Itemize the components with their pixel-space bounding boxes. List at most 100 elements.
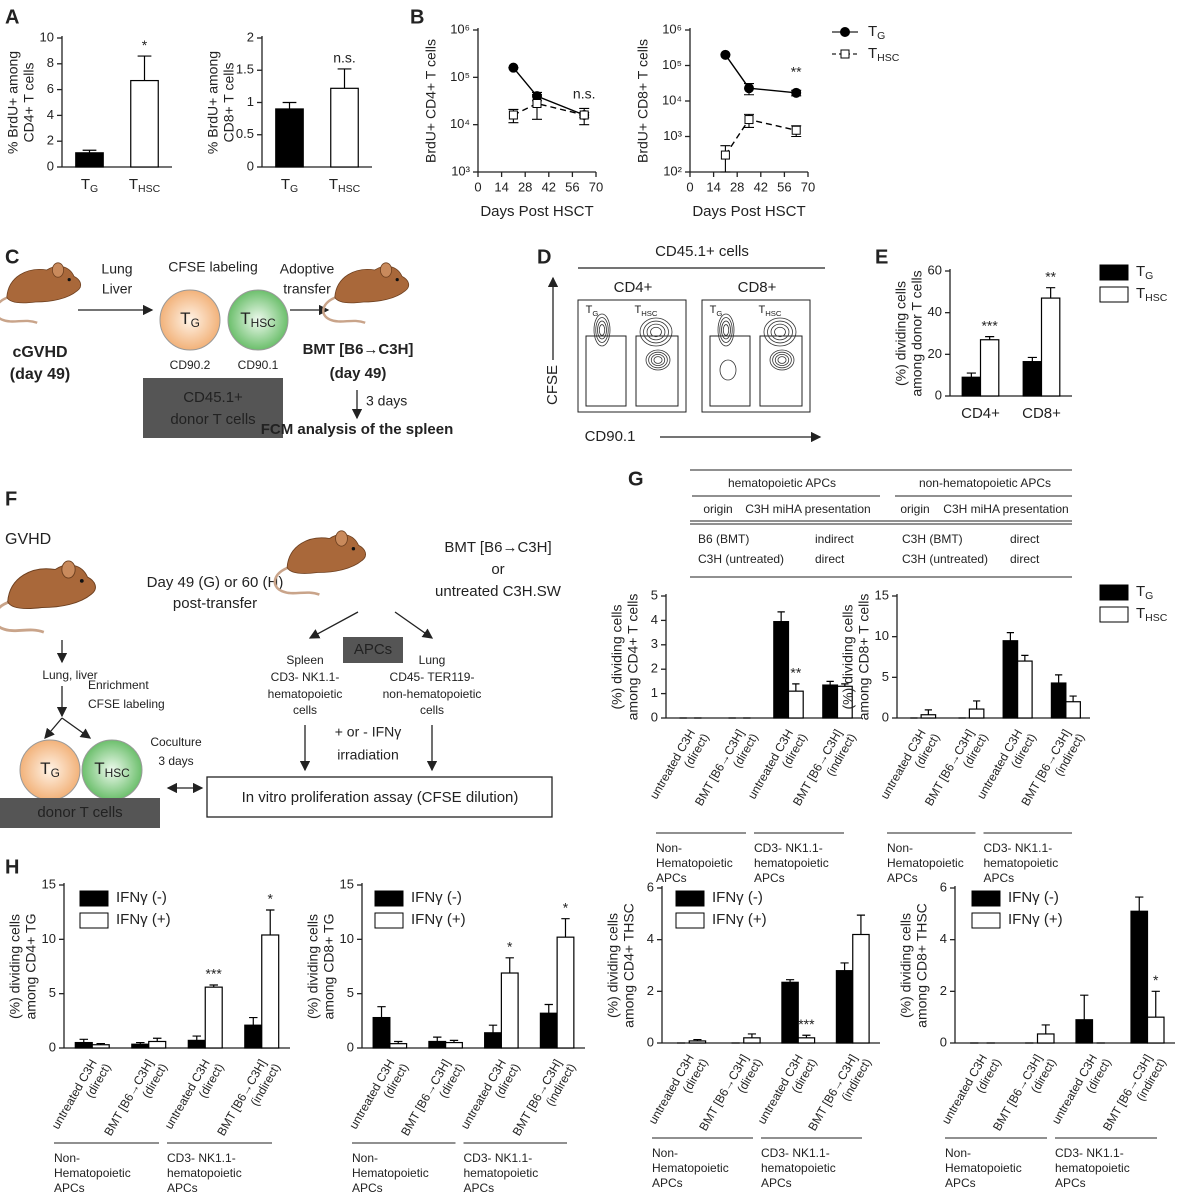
contour [595,317,609,343]
contour [593,313,611,347]
y-tick-label: 6 [47,81,54,96]
legend-label: TG [1136,263,1153,282]
contour [717,313,735,347]
label: origin [703,502,732,516]
label: BMT [B6→C3H] [303,341,414,358]
text-part: HSC [641,309,658,318]
error-bar [377,1006,386,1018]
point [720,150,730,160]
error-bar [505,957,514,974]
contour [646,323,666,341]
label: C3H miHA presentation [943,502,1068,516]
y-tick-label: 0 [882,709,889,724]
bar [445,1041,463,1049]
y-axis-label: BrdU+ CD8+ T cells [635,39,651,163]
y-axis-label: (%) dividing cells [605,913,621,1018]
panel-label: F [5,488,17,510]
label: TG [710,304,723,318]
bar [261,934,280,1049]
error-bar [1041,1024,1050,1034]
y-axis-label: (%) dividing cells [840,604,856,709]
mouse [322,262,410,324]
label: CD4+ [614,279,653,296]
error-bar [209,984,218,988]
x-tick-label: 14 [706,179,720,194]
bar [787,690,804,719]
group-label: CD3- NK1.1- [754,841,823,855]
mouse-tail [0,600,45,634]
y-tick-label: 0 [651,709,658,724]
label: FCM analysis of the spleen [261,421,454,438]
significance: ** [791,64,802,80]
error-bar [79,1038,89,1043]
bar [1050,682,1067,719]
x-tick-label: THSC [129,176,161,195]
error-bar [1046,287,1056,299]
bar [244,1024,263,1049]
y-tick-label: 2 [940,983,947,998]
cell [227,289,289,351]
table-cell: C3H (untreated) [902,552,988,566]
label: CD8+ [738,279,777,296]
y-axis-label: BrdU+ CD4+ T cells [423,39,439,163]
bar [920,714,937,719]
label: non-hematopoietic [383,687,482,701]
x-tick-label: 0 [474,179,481,194]
panel-label: D [537,246,551,268]
legend-label: THSC [868,45,900,64]
y-axis-label: among CD4+ THSC [621,903,637,1028]
gate [759,335,803,407]
mouse-ear [52,262,65,278]
group-label: APCs [945,1176,976,1190]
legend-marker [840,49,850,59]
dark-box [0,798,160,828]
error-bar [192,1035,202,1041]
y-tick-label: 40 [928,304,942,319]
group-label: APCs [464,1181,495,1192]
text-part: HSC [138,183,161,195]
group-label: Non- [887,841,913,855]
label: 3 days [366,393,407,409]
text-part: T [40,759,50,778]
group-label: hematopoietic [464,1166,539,1180]
significance: *** [798,1016,815,1032]
y-tick-label: 0 [935,387,942,402]
panel-label: H [5,856,19,878]
label: APCs [354,641,392,658]
table-cell: C3H (BMT) [902,532,963,546]
point [791,125,801,135]
text-part: G [51,766,60,780]
text-part: T [868,23,877,40]
table-cell: direct [1010,532,1040,546]
label: or [491,561,504,578]
text-part: T [635,304,642,316]
line [513,102,585,116]
y-axis-label: (%) dividing cells [609,604,625,709]
contour [770,323,790,341]
x-tick-label: 28 [730,179,744,194]
y-axis-label: among donor T cells [909,270,925,396]
bar [500,972,519,1049]
contour [763,317,797,347]
point [508,110,518,120]
x-tick-label: 0 [686,179,693,194]
label: THSC [635,304,658,318]
contour [777,356,787,364]
label: BMT [B6→C3H] [444,539,551,556]
x-tick-label: THSC [329,176,361,195]
y-tick-label: 4 [940,931,947,946]
error-bar [841,683,849,687]
legend-swatch [971,890,1001,907]
label: CD45- TER119- [390,670,475,684]
mouse-body [6,265,82,304]
legend-label: IFNγ (-) [116,889,167,906]
y-tick-label: 5 [651,587,658,602]
group-label: Non- [54,1151,80,1165]
contour [719,359,737,381]
legend-swatch [675,890,705,907]
legend-label: IFNγ (+) [116,911,171,928]
y-axis-label: (%) dividing cells [305,914,321,1019]
label: cells [293,703,317,717]
y-tick-label: 1.5 [236,62,254,77]
y-axis-label: among CD4+ TG [23,914,39,1020]
